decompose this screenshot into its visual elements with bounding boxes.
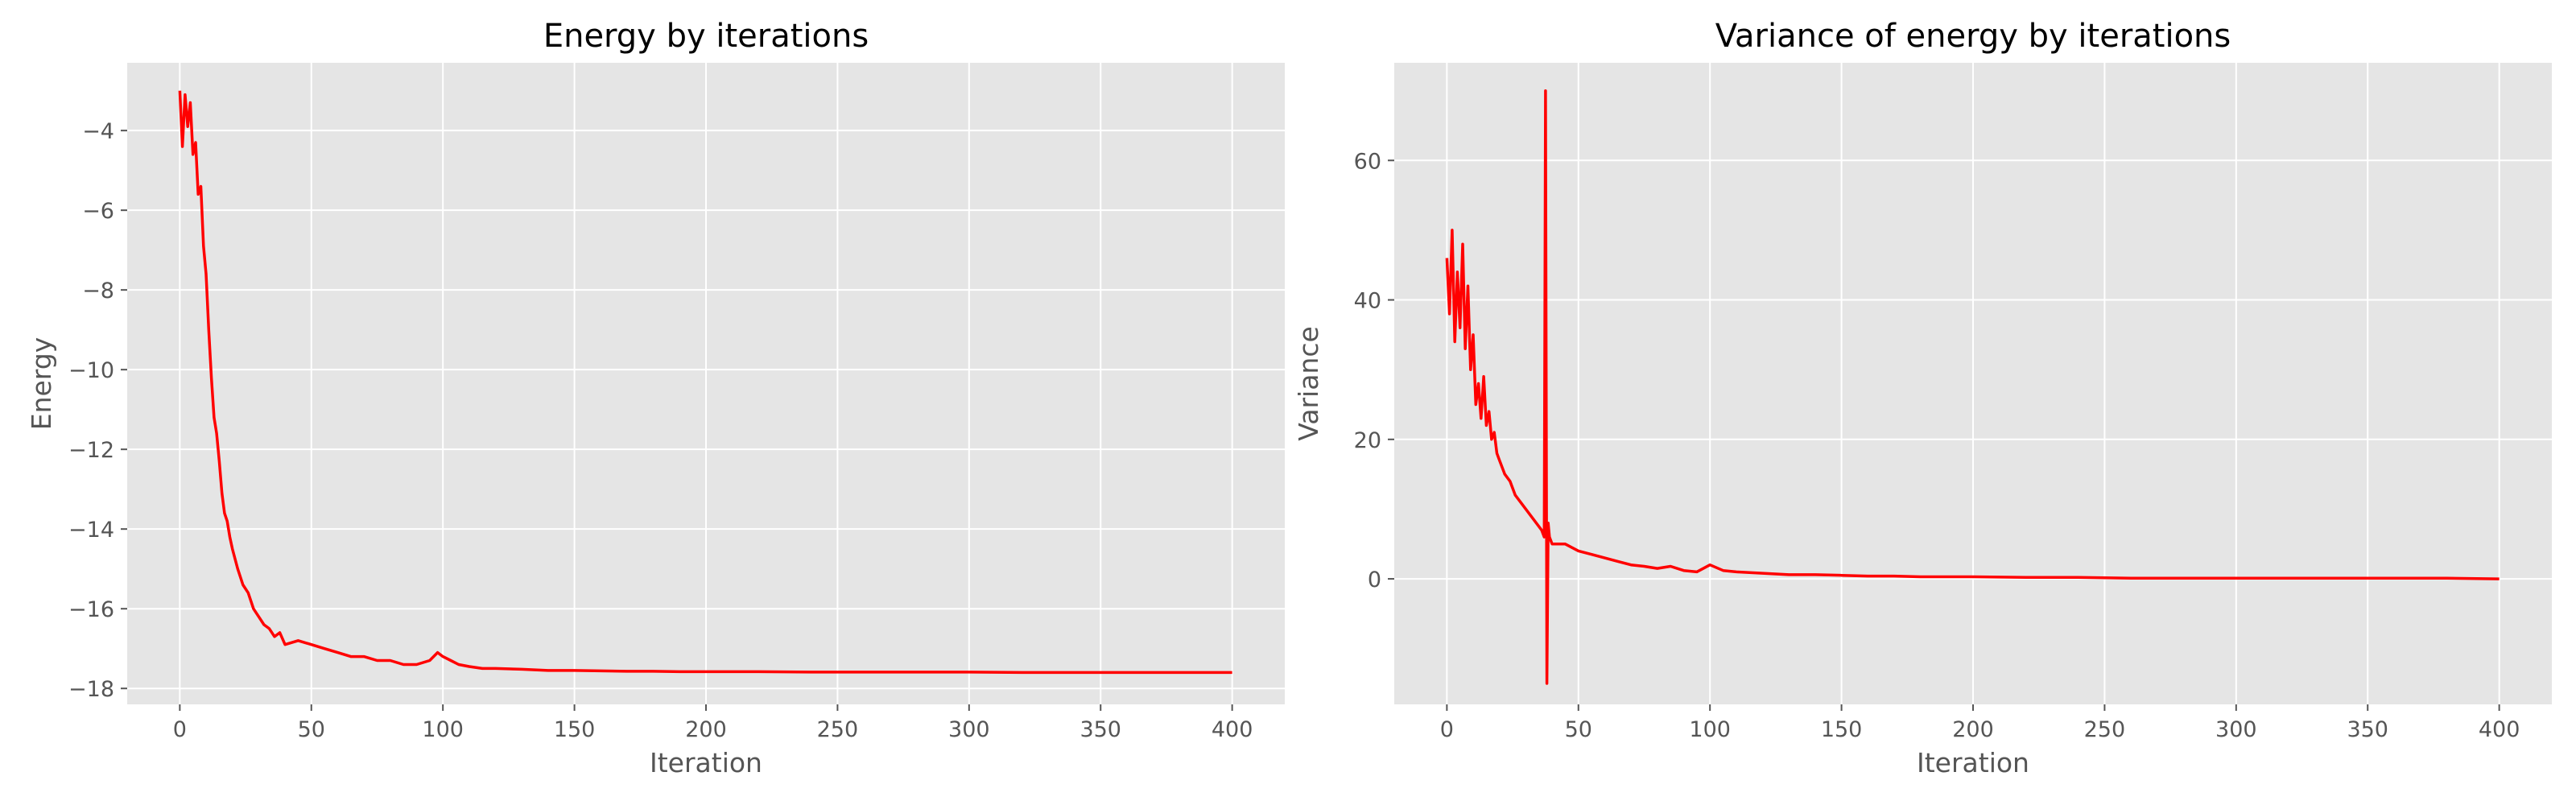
x-tick-label: 400 — [1212, 717, 1253, 742]
x-tick-label: 200 — [1952, 717, 1994, 742]
x-axis-label: Iteration — [1917, 747, 2029, 778]
y-tick-label: 60 — [1354, 149, 1381, 174]
x-tick-label: 150 — [1821, 717, 1863, 742]
x-tick-label: 150 — [554, 717, 596, 742]
y-tick-label: −8 — [82, 279, 114, 303]
x-tick-label: 200 — [685, 717, 727, 742]
series-line — [178, 90, 1232, 675]
x-axis-label: Iteration — [650, 747, 762, 778]
chart-title: Variance of energy by iterations — [1715, 18, 2231, 55]
x-tick-label: 100 — [1689, 717, 1731, 742]
y-tick-label: −16 — [68, 597, 114, 622]
y-tick-label: −10 — [68, 358, 114, 383]
variance-chart: 0 50 100 150 200 250 300 350 400 0 20 40 60 Variance … — [1293, 18, 2552, 778]
energy-chart: 0 50 100 150 200 250 300 350 400 −18 −16 −14 −12 −10 −… — [26, 18, 1285, 778]
x-tick-label: 0 — [1440, 717, 1454, 742]
y-tick-label: −6 — [82, 199, 114, 224]
x-tick-label: 50 — [298, 717, 325, 742]
x-tick-label: 300 — [948, 717, 990, 742]
x-tick-label: 0 — [173, 717, 187, 742]
x-tick-label: 350 — [1080, 717, 1121, 742]
y-tick-label: −18 — [68, 677, 114, 702]
x-tick-label: 50 — [1565, 717, 1592, 742]
x-tick-label: 250 — [817, 717, 859, 742]
x-tick-label: 350 — [2347, 717, 2388, 742]
y-axis-label: Energy — [26, 337, 57, 431]
y-axis-label: Variance — [1293, 326, 1324, 441]
y-tick-label: 40 — [1354, 289, 1381, 314]
y-tick-label: −4 — [82, 119, 114, 144]
series-line — [1445, 89, 2500, 685]
x-tick-label: 300 — [2215, 717, 2257, 742]
y-tick-label: 20 — [1354, 428, 1381, 453]
x-tick-label: 400 — [2479, 717, 2520, 742]
x-tick-label: 250 — [2084, 717, 2126, 742]
y-tick-label: −14 — [68, 518, 114, 543]
y-tick-label: −12 — [68, 438, 114, 463]
y-tick-label: 0 — [1368, 568, 1381, 592]
chart-title: Energy by iterations — [543, 18, 869, 55]
x-tick-label: 100 — [422, 717, 464, 742]
